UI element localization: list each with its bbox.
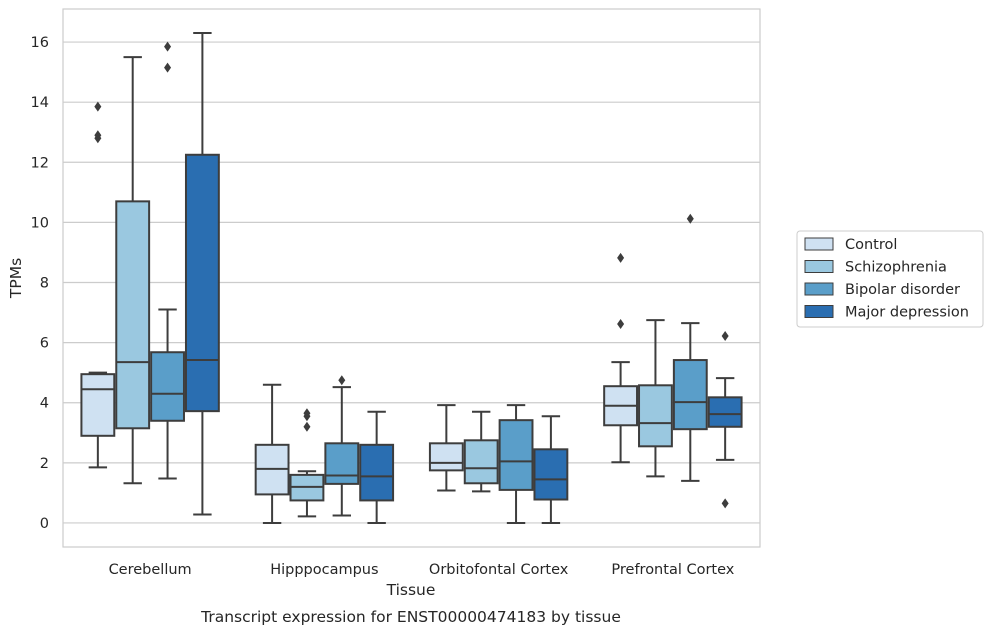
y-tick-label: 4 (40, 396, 49, 412)
box-schizophrenia (289, 408, 325, 518)
legend-frame (796, 230, 984, 328)
box-iqr (707, 396, 743, 428)
box-iqr (498, 419, 534, 491)
legend-entries: Control Schizophrenia Bipolar disorder Majo… (804, 237, 969, 321)
outlier-point (94, 101, 102, 112)
outlier-point (617, 252, 625, 263)
box-major-depression (707, 331, 743, 509)
x-tick-label: Orbitofontal Cortex (429, 562, 569, 578)
outlier-point (617, 318, 625, 329)
outlier-point (94, 130, 102, 141)
legend-swatch (804, 282, 834, 296)
box-control (603, 252, 639, 464)
box-control (254, 383, 290, 524)
y-tick-label: 16 (31, 35, 49, 51)
legend: Control Schizophrenia Bipolar disorder Majo… (796, 230, 984, 328)
plot-background (63, 9, 760, 547)
legend-label: Bipolar disorder (845, 282, 960, 298)
box-iqr (428, 442, 464, 472)
box-iqr (672, 359, 708, 431)
box-major-depression (359, 410, 395, 524)
legend-label: Major depression (845, 305, 969, 321)
outlier-point (164, 41, 172, 52)
y-axis-title: TPMs (7, 258, 25, 299)
legend-swatch (804, 305, 834, 318)
legend-swatch (804, 237, 834, 251)
x-axis-title: Tissue (386, 581, 436, 599)
box-iqr (80, 373, 116, 437)
y-tick-label: 12 (31, 155, 49, 171)
legend-label: Schizophrenia (845, 260, 947, 276)
y-tick-label: 10 (31, 215, 49, 231)
box-bipolar-disorder (498, 404, 534, 524)
box-schizophrenia (638, 319, 673, 478)
y-tick-label: 6 (40, 336, 49, 352)
box-bipolar-disorder (672, 213, 708, 482)
outlier-point (721, 331, 729, 342)
outlier-point (721, 498, 729, 509)
x-tick-labels: Cerebellum Hipppocampus Orbitofontal Corte… (109, 562, 735, 578)
outlier-point (303, 408, 311, 419)
box-control (428, 404, 464, 492)
y-tick-label: 0 (40, 516, 49, 532)
box-major-depression (184, 32, 220, 516)
outlier-point (686, 213, 694, 224)
legend-label: Control (845, 237, 897, 253)
box-iqr (115, 200, 151, 430)
box-schizophrenia (463, 410, 499, 493)
plot-frame (62, 8, 761, 548)
box-iqr (533, 448, 569, 501)
box-iqr (324, 442, 360, 485)
box-bipolar-disorder (324, 375, 360, 517)
outlier-point (164, 62, 172, 73)
box-control (80, 101, 116, 469)
y-tick-label: 14 (31, 95, 49, 111)
chart-caption: Transcript expression for ENST0000047418… (200, 608, 621, 626)
outlier-point (338, 375, 346, 386)
box-major-depression (533, 415, 569, 524)
y-tick-label: 8 (40, 276, 49, 292)
x-tick-label: Prefrontal Cortex (611, 562, 734, 578)
box-iqr (150, 351, 185, 422)
box-schizophrenia (115, 56, 151, 485)
y-tick-labels: 0 2 4 6 8 10 12 14 16 (31, 35, 49, 532)
legend-swatch (804, 260, 834, 273)
y-tick-label: 2 (40, 456, 49, 472)
box-iqr (359, 443, 395, 502)
box-iqr (184, 153, 220, 413)
x-tick-label: Cerebellum (109, 562, 192, 578)
box-iqr (463, 439, 499, 485)
box-iqr (638, 384, 673, 448)
box-bipolar-disorder (150, 41, 185, 480)
x-tick-label: Hipppocampus (270, 562, 378, 578)
outlier-point (303, 421, 311, 432)
boxes (80, 32, 743, 524)
